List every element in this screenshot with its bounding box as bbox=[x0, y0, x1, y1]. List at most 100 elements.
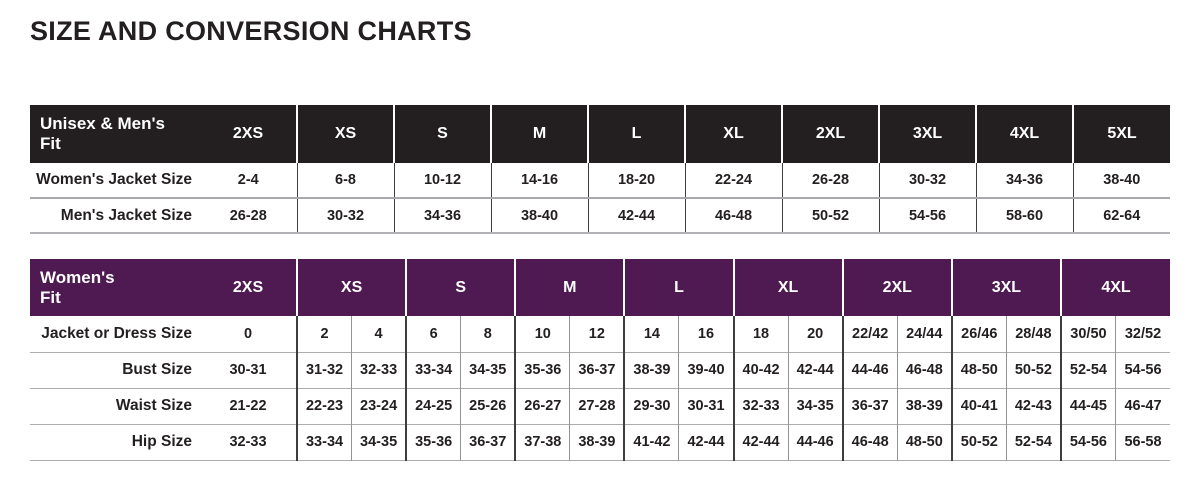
row-label: Hip Size bbox=[30, 423, 200, 460]
size-column-header: L bbox=[623, 259, 734, 316]
size-value: 35-36 bbox=[405, 423, 461, 460]
size-value: 35-36 bbox=[514, 351, 570, 388]
womens-table-title: Women's Fit bbox=[30, 259, 200, 316]
size-value: 6-8 bbox=[296, 163, 394, 198]
size-value: 39-40 bbox=[678, 351, 734, 388]
row-label: Waist Size bbox=[30, 387, 200, 424]
size-value: 48-50 bbox=[896, 423, 952, 460]
size-value: 22-24 bbox=[684, 163, 782, 198]
size-value: 38-39 bbox=[896, 387, 952, 424]
page-title: SIZE AND CONVERSION CHARTS bbox=[30, 16, 472, 46]
size-value: 46-48 bbox=[896, 351, 952, 388]
size-value: 33-34 bbox=[296, 423, 352, 460]
size-value: 62-64 bbox=[1072, 197, 1170, 233]
size-value: 31-32 bbox=[296, 351, 352, 388]
size-column-header: S bbox=[405, 259, 516, 316]
size-value: 22-23 bbox=[296, 387, 352, 424]
size-value: 34-35 bbox=[787, 387, 843, 424]
size-column-header: 2XL bbox=[841, 259, 952, 316]
size-value: 44-46 bbox=[787, 423, 843, 460]
size-value: 20 bbox=[787, 316, 843, 352]
size-value: 4 bbox=[351, 316, 407, 352]
size-value: 54-56 bbox=[1059, 423, 1116, 460]
size-column-header: L bbox=[587, 105, 685, 163]
size-value: 32/52 bbox=[1114, 316, 1171, 352]
size-value: 30-31 bbox=[200, 351, 297, 388]
size-value: 52-54 bbox=[1005, 423, 1061, 460]
size-value: 38-39 bbox=[623, 351, 679, 388]
table-row-womens-jacket-size: Women's Jacket Size 2-4 6-8 10-12 14-16 … bbox=[30, 163, 1170, 198]
size-value: 26/46 bbox=[950, 316, 1007, 352]
size-column-header: 2XS bbox=[200, 259, 297, 316]
size-value: 40-41 bbox=[950, 387, 1007, 424]
size-value: 12 bbox=[569, 316, 625, 352]
size-value: 42-44 bbox=[787, 351, 843, 388]
size-value: 40-42 bbox=[732, 351, 789, 388]
size-value: 54-56 bbox=[878, 197, 976, 233]
size-column-header: 2XS bbox=[200, 105, 297, 163]
size-value: 42-44 bbox=[732, 423, 789, 460]
size-value: 26-28 bbox=[200, 197, 297, 233]
size-value: 34-35 bbox=[351, 423, 407, 460]
size-value: 18 bbox=[732, 316, 789, 352]
size-value: 34-36 bbox=[975, 163, 1073, 198]
size-value: 6 bbox=[405, 316, 461, 352]
size-column-header: 3XL bbox=[950, 259, 1061, 316]
size-value: 33-34 bbox=[405, 351, 461, 388]
womens-header-row: Women's Fit 2XS XS S M L XL 2XL 3XL 4XL bbox=[30, 259, 1171, 316]
row-label: Women's Jacket Size bbox=[36, 171, 192, 188]
size-value: 10 bbox=[514, 316, 570, 352]
size-column-header: 4XL bbox=[975, 105, 1073, 163]
size-value: 37-38 bbox=[514, 423, 570, 460]
size-value: 26-27 bbox=[514, 387, 570, 424]
size-column-header: XL bbox=[732, 259, 843, 316]
size-value: 44-45 bbox=[1059, 387, 1116, 424]
size-column-header: 5XL bbox=[1072, 105, 1170, 163]
size-column-header: S bbox=[393, 105, 491, 163]
size-value: 14-16 bbox=[490, 163, 588, 198]
size-value: 16 bbox=[678, 316, 734, 352]
size-value: 26-28 bbox=[781, 163, 879, 198]
size-value: 52-54 bbox=[1059, 351, 1116, 388]
table-row-bust-size: Bust Size 30-31 31-32 32-33 33-34 34-35 … bbox=[30, 351, 1171, 388]
size-value: 41-42 bbox=[623, 423, 679, 460]
size-value: 50-52 bbox=[1005, 351, 1061, 388]
row-label: Bust Size bbox=[30, 351, 200, 388]
size-value: 30-32 bbox=[878, 163, 976, 198]
size-value: 42-44 bbox=[587, 197, 685, 233]
table-row-jacket-or-dress-size: Jacket or Dress Size 0 2 4 6 8 10 12 14 … bbox=[30, 316, 1171, 352]
size-value: 38-40 bbox=[490, 197, 588, 233]
size-value: 46-48 bbox=[684, 197, 782, 233]
size-value: 48-50 bbox=[950, 351, 1007, 388]
size-value: 0 bbox=[243, 325, 253, 342]
size-value: 14 bbox=[623, 316, 679, 352]
size-value: 21-22 bbox=[200, 387, 297, 424]
table-row-mens-jacket-size: Men's Jacket Size 26-28 30-32 34-36 38-4… bbox=[30, 197, 1170, 233]
size-value: 29-30 bbox=[623, 387, 679, 424]
size-value: 50-52 bbox=[950, 423, 1007, 460]
size-column-header: XL bbox=[684, 105, 782, 163]
womens-size-table: Women's Fit 2XS XS S M L XL 2XL 3XL 4XL … bbox=[30, 259, 1171, 461]
size-value: 24-25 bbox=[405, 387, 461, 424]
size-column-header: M bbox=[514, 259, 625, 316]
size-value: 38-40 bbox=[1072, 163, 1170, 198]
size-value: 54-56 bbox=[1114, 351, 1171, 388]
row-label: Men's Jacket Size bbox=[30, 197, 200, 233]
size-value: 32-33 bbox=[351, 351, 407, 388]
row-label: Jacket or Dress Size bbox=[41, 324, 192, 342]
size-value: 10-12 bbox=[393, 163, 491, 198]
size-value: 42-44 bbox=[678, 423, 734, 460]
size-column-header: 4XL bbox=[1059, 259, 1171, 316]
size-value: 2 bbox=[296, 316, 352, 352]
size-value: 25-26 bbox=[460, 387, 516, 424]
size-value: 22/42 bbox=[841, 316, 898, 352]
size-value: 58-60 bbox=[975, 197, 1073, 233]
size-value: 2-4 bbox=[237, 172, 259, 188]
size-value: 46-48 bbox=[841, 423, 898, 460]
size-value: 18-20 bbox=[587, 163, 685, 198]
size-value: 34-35 bbox=[460, 351, 516, 388]
size-column-header: 3XL bbox=[878, 105, 976, 163]
table-row-hip-size: Hip Size 32-33 33-34 34-35 35-36 36-37 3… bbox=[30, 423, 1171, 460]
size-column-header: XS bbox=[296, 105, 394, 163]
size-value: 30-31 bbox=[678, 387, 734, 424]
